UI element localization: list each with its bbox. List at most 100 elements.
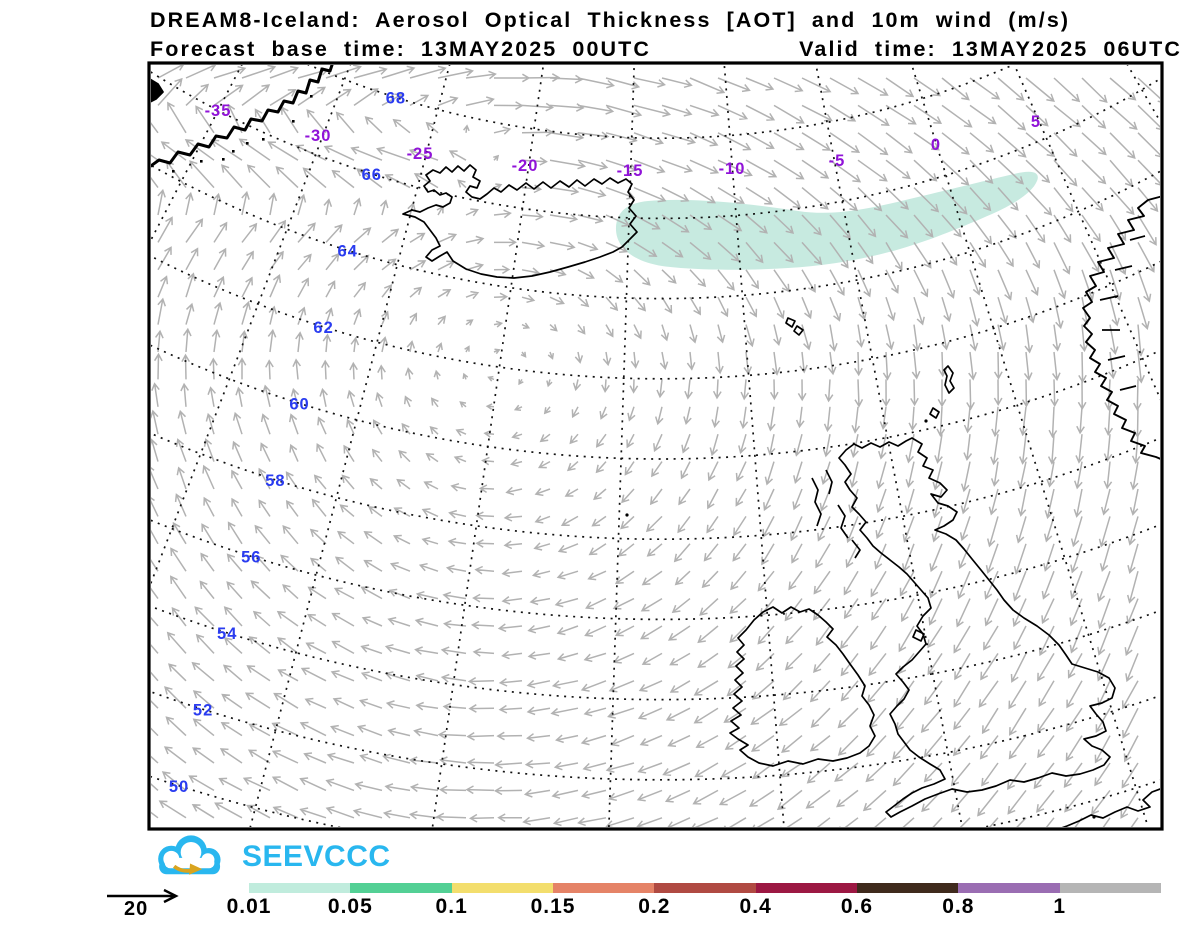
coast-faroe: [785, 317, 796, 328]
lat-label: 62: [313, 319, 333, 337]
lon-label: -15: [617, 162, 644, 180]
parallel-line: [151, 255, 1160, 380]
island-dot: [1092, 815, 1096, 819]
coast-speck: [310, 95, 313, 98]
coast-ireland: [729, 606, 876, 767]
lon-label: -25: [407, 145, 434, 163]
coast-iceland: [402, 164, 638, 279]
coastlines: [151, 65, 1160, 827]
lat-label: 68: [386, 90, 406, 108]
colorbar-tick-label: 0.1: [435, 895, 468, 918]
coast-hebrides: [851, 539, 861, 559]
colorbar-segment: [552, 883, 655, 893]
valid-time: Valid time: 13MAY2025 06UTC: [799, 37, 1182, 61]
lon-label: -35: [205, 102, 232, 120]
colorbar-tick-label: 0.2: [638, 895, 671, 918]
coast-faroe: [793, 325, 804, 336]
title-block: DREAM8-Iceland: Aerosol Optical Thicknes…: [150, 8, 1182, 62]
fjord-line: [1099, 295, 1119, 301]
coast-speck: [200, 160, 203, 163]
colorbar-tick-label: 0.05: [327, 895, 373, 918]
colorbar-tick-label: 0.6: [840, 895, 874, 918]
colorbar-segment: [654, 883, 756, 893]
parallel-line: [151, 164, 1160, 300]
island-dot: [924, 419, 928, 423]
colorbar-segment: [451, 883, 553, 893]
coast-hebrides: [837, 504, 849, 539]
lat-label: 56: [241, 549, 261, 567]
lon-label: -5: [829, 152, 846, 170]
colorbar-segment: [350, 883, 452, 893]
coast-norway: [1082, 195, 1160, 460]
meridian-line: [249, 65, 451, 827]
seevccc-logo: SEEVCCC: [146, 834, 391, 878]
meridian-line: [815, 65, 963, 827]
colorbar-segment: [755, 883, 857, 893]
colorbar-segment: [958, 883, 1060, 893]
coast-shetland: [943, 365, 955, 394]
coast-speck: [222, 158, 225, 161]
title-subline: Forecast base time: 13MAY2025 00UTC Vali…: [150, 37, 1182, 62]
coast-greenland-edge: [151, 78, 164, 103]
lon-label: -30: [305, 127, 332, 145]
lat-label: 66: [362, 166, 382, 184]
gold-arrow-icon: [172, 863, 203, 875]
parallel-line: [151, 432, 1160, 540]
coast-france: [1061, 788, 1160, 827]
wind-ref-label: 20: [124, 898, 149, 920]
colorbar: [249, 883, 1161, 893]
coast-great-britain: [838, 437, 1116, 818]
colorbar-tick-label: 1: [1053, 895, 1066, 918]
coast-speck: [292, 120, 295, 123]
coast-speck: [246, 142, 249, 145]
wind-ref-arrow-icon: [107, 888, 179, 904]
fjord-line: [1119, 385, 1137, 391]
meridian-line: [1126, 65, 1160, 123]
coast-speck: [232, 150, 235, 153]
lat-label: 50: [169, 778, 189, 796]
lat-label: 52: [193, 702, 213, 720]
coast-orkney: [929, 407, 940, 419]
wind-field: [151, 65, 1160, 827]
colorbar-segment: [249, 883, 351, 893]
coast-hebrides: [811, 477, 822, 527]
forecast-base-time: Forecast base time: 13MAY2025 00UTC: [150, 37, 652, 61]
parallel-line: [151, 690, 1160, 781]
coast-speck: [172, 170, 175, 173]
fjord-line: [1107, 355, 1126, 361]
lon-label: -10: [719, 160, 746, 178]
fjord-line: [1114, 265, 1133, 271]
meridian-line: [723, 65, 785, 827]
lon-label: -20: [512, 157, 539, 175]
lat-label: 60: [289, 396, 309, 414]
colorbar-tick-label: 0.4: [739, 895, 772, 918]
parallel-line: [0, 0, 1193, 58]
colorbar-tick-label: 0.8: [942, 895, 975, 918]
lon-label: 0: [931, 136, 941, 154]
meridian-line: [608, 65, 636, 827]
lat-label: 58: [265, 472, 285, 490]
parallel-line: [151, 775, 1160, 827]
lat-labels: 68 66 64 62 60 58 56 54 52 50: [169, 90, 406, 797]
map-border: [147, 61, 1164, 831]
coast-speck: [262, 138, 265, 141]
meridian-line: [910, 65, 1149, 827]
colorbar-segment: [1059, 883, 1161, 893]
colorbar-segment: [856, 883, 959, 893]
parallel-line: [151, 344, 1160, 460]
coast-isle-of-man: [912, 629, 925, 642]
parallel-line: [307, 65, 1015, 139]
lon-label: 5: [1031, 113, 1041, 131]
lat-label: 54: [217, 625, 237, 643]
island-dot: [625, 513, 629, 517]
colorbar-tick-label: 0.15: [530, 895, 576, 918]
coast-greenland: [151, 65, 334, 168]
page-title: DREAM8-Iceland: Aerosol Optical Thicknes…: [150, 8, 1071, 32]
seevccc-logo-text: SEEVCCC: [242, 840, 391, 873]
colorbar-tick-label: 0.01: [226, 895, 272, 918]
fjord-line: [1129, 235, 1146, 241]
